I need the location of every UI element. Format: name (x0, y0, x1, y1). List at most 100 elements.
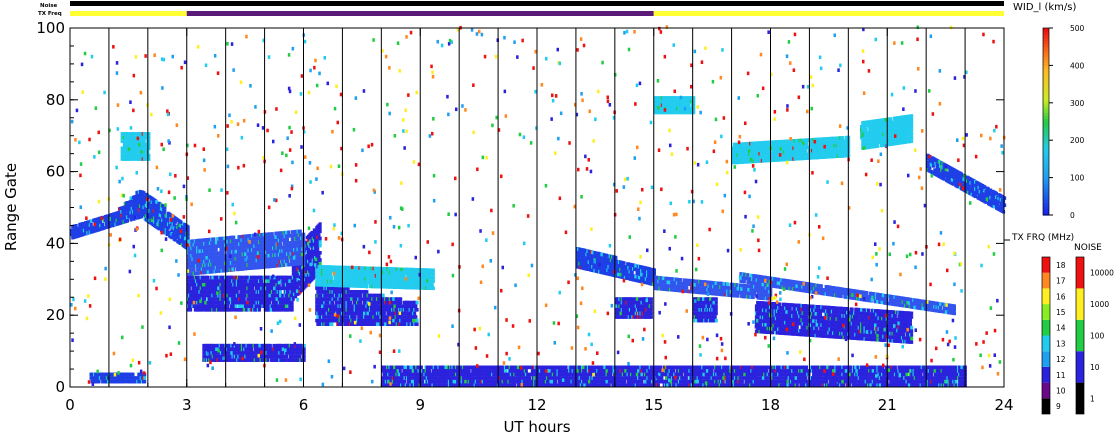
echo-cell (117, 210, 121, 215)
echo-cell (179, 220, 183, 225)
echo-cell (150, 207, 154, 212)
echo-cell (399, 297, 403, 301)
echo-cell (359, 300, 363, 305)
echo-cell (200, 308, 204, 312)
echo-cell (205, 282, 209, 287)
plot-area (70, 25, 1007, 387)
echo-cell (192, 282, 196, 287)
echo-cell (232, 308, 236, 312)
echo-cell (178, 241, 182, 245)
echo-cell (270, 232, 274, 236)
echo-cell (142, 139, 146, 143)
echo-cell (133, 376, 137, 380)
echo-cell (173, 238, 177, 242)
echo-cell (649, 315, 653, 319)
echo-cell (165, 232, 169, 237)
echo-cell (143, 142, 147, 147)
echo-cell (279, 290, 282, 294)
echo-cell (143, 379, 147, 384)
echo-cell (129, 217, 133, 222)
echo-cell (203, 275, 207, 280)
echo-cell (163, 205, 167, 210)
echo-cell (147, 157, 151, 161)
echo-cell (217, 297, 221, 301)
echo-cell (138, 189, 142, 194)
echo-cell (117, 217, 121, 222)
echo-cell (231, 275, 235, 280)
echo-cell (159, 228, 163, 232)
echo-cell (200, 275, 204, 280)
echo-cell (147, 132, 151, 136)
echo-cell (105, 221, 108, 226)
echo-cell (102, 226, 106, 230)
echo-cell (649, 304, 653, 308)
echo-cell (186, 308, 190, 312)
echo-cell (229, 308, 233, 312)
echo-cell (109, 376, 113, 380)
echo-cell (127, 132, 131, 136)
echo-cell (212, 237, 216, 241)
echo-cell (147, 153, 151, 158)
echo-cell (89, 222, 93, 227)
noise-strip-label: Noise (40, 3, 58, 9)
echo-cell (318, 229, 322, 234)
echo-cell (157, 216, 161, 220)
echo-cell (192, 268, 196, 272)
echo-cell (431, 272, 435, 276)
echo-cell (175, 235, 179, 239)
txfreq-strip-segment (70, 11, 187, 16)
echo-cell (221, 286, 225, 291)
echo-cell (182, 236, 186, 241)
echo-cell (414, 304, 418, 308)
echo-cell (165, 228, 169, 233)
echo-cell (126, 204, 129, 209)
echo-cell (212, 304, 216, 308)
echo-cell (200, 286, 204, 291)
echo-cell (318, 240, 322, 244)
echo-cell (242, 297, 246, 301)
echo-cell (173, 220, 177, 224)
echo-cell (290, 308, 294, 312)
echo-cell (431, 286, 435, 291)
echo-cell (431, 268, 435, 273)
echo-cell (415, 308, 419, 312)
echo-cell (137, 211, 141, 216)
echo-cell (279, 242, 282, 246)
echo-cell (147, 142, 151, 147)
echo-cell (359, 293, 363, 298)
echo-cell (330, 276, 334, 280)
echo-cell (183, 230, 187, 234)
echo-cell (166, 226, 170, 230)
echo-cell (187, 290, 191, 294)
echo-cell (399, 300, 403, 305)
echo-cell (431, 275, 435, 280)
echo-cell (135, 142, 139, 147)
echo-band (116, 189, 142, 226)
echo-cell (108, 224, 112, 228)
echo-cell (232, 235, 236, 240)
echo-cell (228, 279, 232, 283)
echo-cell (233, 282, 237, 287)
echo-cell (203, 286, 207, 291)
echo-cell (186, 232, 190, 237)
echo-cell (282, 263, 286, 267)
echo-cell (187, 304, 191, 308)
echo-cell (649, 308, 653, 312)
echo-cell (286, 259, 289, 263)
echo-cell (318, 222, 322, 226)
echo-cell (189, 308, 193, 312)
echo-cell (138, 132, 142, 136)
echo-cell (71, 228, 75, 233)
echo-cell (204, 290, 208, 294)
echo-cell (165, 218, 169, 222)
echo-cell (108, 220, 112, 225)
echo-cell (268, 300, 272, 305)
echo-cell (203, 297, 207, 301)
echo-cell (204, 304, 208, 308)
echo-cell (298, 354, 302, 359)
echo-cell (184, 227, 188, 231)
echo-cell (214, 300, 218, 305)
echo-cell (205, 286, 209, 291)
echo-cell (330, 322, 334, 326)
